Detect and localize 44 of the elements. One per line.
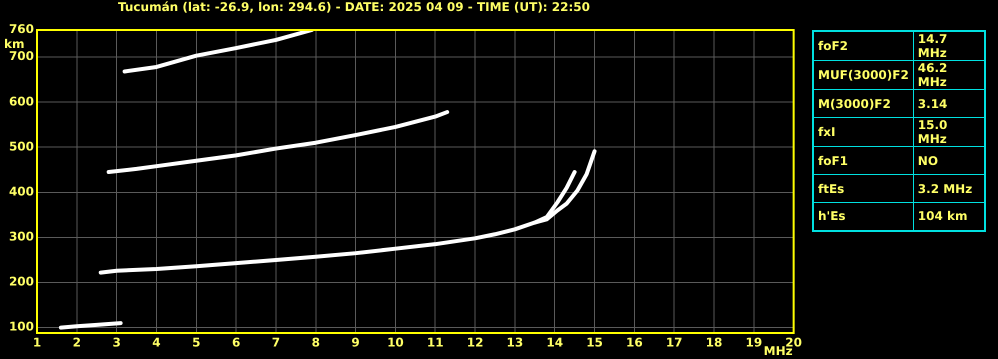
y-tick-label: 500: [8, 139, 34, 154]
x-tick-label: 5: [192, 335, 200, 350]
y-tick-label: 700: [8, 49, 34, 64]
x-tick-label: 19: [745, 335, 762, 350]
x-tick-label: 2: [72, 335, 82, 350]
chart-title: Tucumán (lat: -26.9, lon: 294.6) - DATE: 2025 04 09 - TIME (UT): 22:50: [118, 0, 590, 14]
text: NO: [913, 146, 985, 174]
x-tick-label: 8: [312, 335, 320, 350]
y-tick-label: 400: [8, 184, 34, 198]
text: 3.14: [913, 90, 985, 118]
text: 3.2 MHz: [913, 174, 985, 202]
y-tick-label: 600: [8, 94, 34, 108]
x-tick-label: 7: [272, 335, 280, 350]
text: MUF(3000)F2: [813, 60, 914, 90]
x-tick-label: 6: [232, 335, 240, 350]
x-tick-label: 18: [706, 335, 722, 350]
x-tick-label: 17: [666, 335, 683, 350]
x-tick-label: 12: [466, 335, 484, 350]
x-tick-label: 13: [506, 335, 524, 350]
x-tick-label: 1: [32, 335, 42, 350]
y-tick-label: 100: [8, 320, 34, 334]
x-tick-label: 15: [586, 335, 603, 350]
text: foF2: [813, 31, 914, 60]
y-tick-label: 300: [8, 230, 34, 244]
text: M(3000)F2: [813, 90, 914, 118]
x-tick-label: 10: [387, 335, 404, 350]
y-axis-title: km: [4, 37, 24, 52]
x-tick-label: 20: [785, 335, 802, 350]
x-tick-label: 3: [112, 335, 121, 350]
x-tick-label: 14: [546, 335, 564, 350]
y-tick-label: 200: [8, 274, 34, 289]
x-tick-label: 4: [152, 335, 161, 350]
x-tick-label: 11: [426, 335, 444, 350]
text: 104 km: [913, 202, 985, 230]
text: h'Es: [813, 202, 914, 230]
x-tick-label: 9: [351, 335, 360, 350]
text: 14.7 MHz: [913, 31, 985, 60]
text: 15.0 MHz: [913, 118, 985, 146]
text: 46.2 MHz: [913, 60, 985, 90]
x-tick-label: 16: [626, 335, 643, 350]
y-tick-label: 760: [8, 22, 34, 36]
text: foF1: [813, 146, 914, 174]
text: ftEs: [813, 174, 914, 202]
text: fxI: [813, 118, 914, 146]
